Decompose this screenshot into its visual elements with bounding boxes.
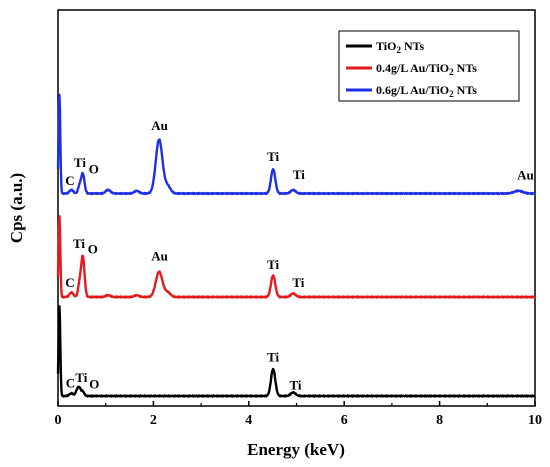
peak-label-1-2: O — [88, 242, 98, 257]
x-axis-title: Energy (keV) — [247, 440, 345, 459]
peak-label-2-6: Au — [517, 168, 534, 183]
peak-label-2-5: Ti — [293, 167, 305, 182]
legend-label-2: 0.6g/L Au/TiO2 NTs — [376, 83, 477, 99]
x-tick-label-1: 2 — [150, 413, 157, 428]
peak-label-1-4: Ti — [267, 257, 279, 272]
peak-label-0-4: Ti — [290, 377, 302, 392]
peak-label-0-2: O — [89, 377, 99, 392]
peak-label-2-1: Ti — [74, 155, 86, 170]
series-layer — [56, 93, 536, 398]
x-tick-label-2: 4 — [245, 413, 252, 428]
y-axis-title: Cps (a.u.) — [7, 173, 26, 243]
peak-label-0-0: C — [66, 376, 75, 391]
series-line-2 — [56, 93, 536, 196]
x-tick-label-0: 0 — [55, 413, 62, 428]
x-tick-label-3: 6 — [341, 413, 348, 428]
peak-label-1-0: C — [65, 275, 74, 290]
series-line-1 — [56, 215, 536, 299]
peak-label-2-0: C — [65, 173, 74, 188]
peak-label-2-3: Au — [151, 118, 168, 133]
legend: TiO2 NTs 0.4g/L Au/TiO2 NTs 0.6g/L Au/TiO2… — [338, 30, 520, 102]
peak-label-1-1: Ti — [73, 236, 85, 251]
legend-label-1: 0.4g/L Au/TiO2 NTs — [376, 61, 477, 77]
peak-label-0-3: Ti — [267, 350, 279, 365]
peak-label-1-3: Au — [151, 249, 168, 264]
peak-label-2-4: Ti — [267, 149, 279, 164]
peak-label-0-1: Ti — [75, 370, 87, 385]
legend-label-0: TiO2 NTs — [376, 39, 425, 55]
x-axis-ticks: 0 2 4 6 8 10 — [55, 401, 542, 428]
x-tick-label-4: 8 — [436, 413, 443, 428]
peak-label-2-2: O — [89, 161, 99, 176]
x-tick-label-5: 10 — [528, 413, 542, 428]
peak-label-1-5: Ti — [292, 275, 304, 290]
series-line-0 — [56, 305, 536, 398]
